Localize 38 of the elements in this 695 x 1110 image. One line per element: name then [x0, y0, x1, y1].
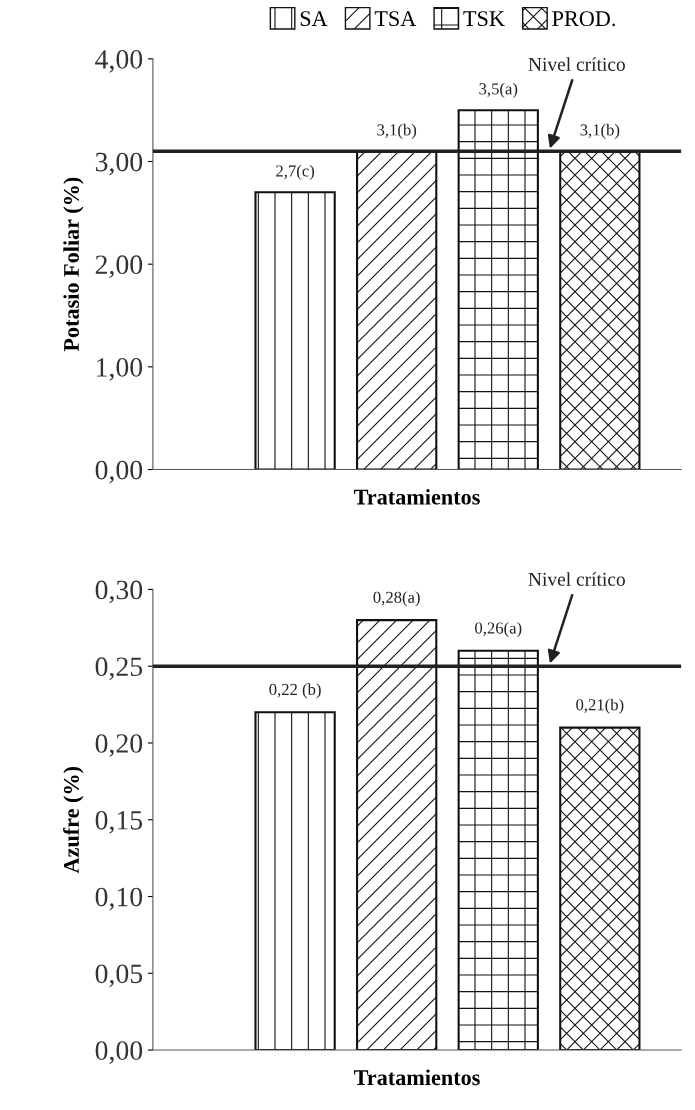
y-tick-label: 0,10 — [95, 887, 143, 911]
bar — [356, 619, 438, 1051]
category-label: TSK — [463, 11, 505, 27]
data-label: 0,21(b) — [576, 698, 624, 714]
bar — [254, 191, 336, 470]
y-axis-title: Azufre (%) — [63, 766, 84, 874]
bar — [457, 109, 539, 470]
data-label: 3,1(b) — [580, 123, 620, 139]
bar — [254, 711, 336, 1051]
y-tick-label: 4,00 — [95, 50, 143, 73]
ref-line-label: Nivel crítico — [528, 572, 625, 586]
y-tick-label: 2,00 — [95, 255, 143, 279]
bar — [356, 150, 438, 470]
category-label: PROD. — [552, 11, 615, 27]
data-label: 0,28(a) — [373, 591, 420, 607]
data-label: 3,5(a) — [479, 82, 518, 98]
ref-line-label: Nivel crítico — [528, 57, 625, 71]
y-axis-title: Potasio Foliar (%) — [63, 177, 84, 352]
y-tick-label: 0,05 — [95, 964, 143, 988]
y-tick-label: 0,15 — [95, 810, 143, 834]
bar — [559, 726, 641, 1051]
data-label: 3,1(b) — [377, 123, 417, 139]
data-label: 0,22 (b) — [269, 683, 321, 699]
data-label: 2,7(c) — [276, 164, 315, 180]
y-tick-label: 0,00 — [95, 460, 143, 484]
x-axis-title: Tratamientos — [353, 1069, 480, 1086]
bar — [457, 649, 539, 1051]
y-tick-label: 1,00 — [97, 358, 143, 381]
y-tick-label: 3,00 — [95, 152, 143, 176]
bar — [559, 150, 641, 470]
data-label: 0,26(a) — [475, 621, 522, 638]
category-label: TSA — [374, 11, 417, 27]
y-tick-label: 0,25 — [95, 657, 143, 681]
x-axis-title: Tratamientos — [353, 488, 480, 505]
category-label: SA — [300, 11, 328, 27]
y-tick-label: 0,30 — [95, 580, 143, 604]
y-tick-label: 0,20 — [95, 734, 143, 757]
y-tick-label: 0,00 — [95, 1041, 143, 1064]
